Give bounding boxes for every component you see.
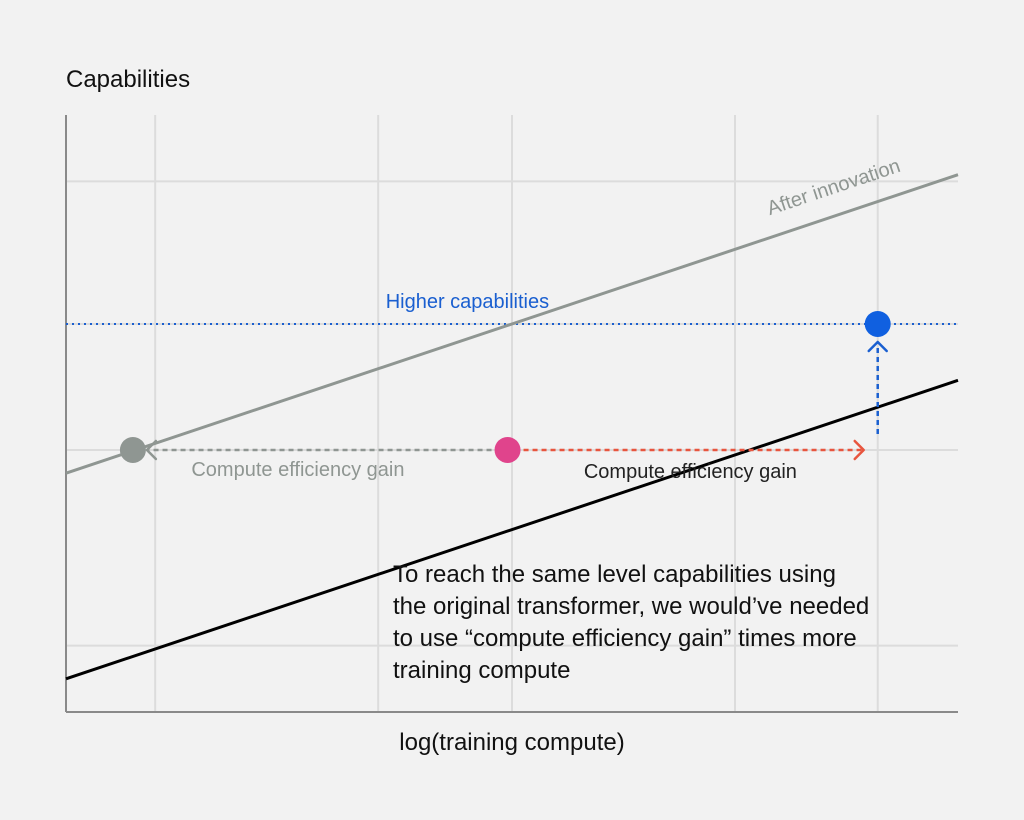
y-axis-label: Capabilities: [66, 66, 190, 93]
x-axis-label: log(training compute): [399, 729, 624, 756]
annotation-line-2: the original transformer, we would’ve ne…: [393, 593, 869, 620]
arrows-group: [145, 340, 888, 461]
axes: [65, 115, 958, 713]
data-point-2: [864, 310, 891, 337]
series-group: [65, 173, 959, 681]
higher-capabilities-label: Higher capabilities: [386, 291, 549, 313]
arrow-head-2: [867, 340, 888, 353]
series-label-after-innovation: After innovation: [764, 155, 903, 220]
series-line-original: [65, 378, 959, 681]
compute-efficiency-gain-label-right: Compute efficiency gain: [584, 461, 797, 483]
data-point-0: [119, 436, 146, 463]
points-group: [119, 310, 891, 463]
grid: [66, 115, 958, 712]
annotation-line-1: To reach the same level capabilities usi…: [393, 561, 836, 588]
arrow-head-1: [853, 439, 865, 461]
arrow-head-0: [145, 439, 158, 461]
data-point-1: [494, 436, 521, 463]
annotation-line-3: to use “compute efficiency gain” times m…: [393, 625, 857, 652]
annotation-line-4: training compute: [393, 657, 570, 684]
series-line-after-innovation: [65, 173, 959, 475]
compute-efficiency-gain-label-left: Compute efficiency gain: [191, 459, 404, 481]
